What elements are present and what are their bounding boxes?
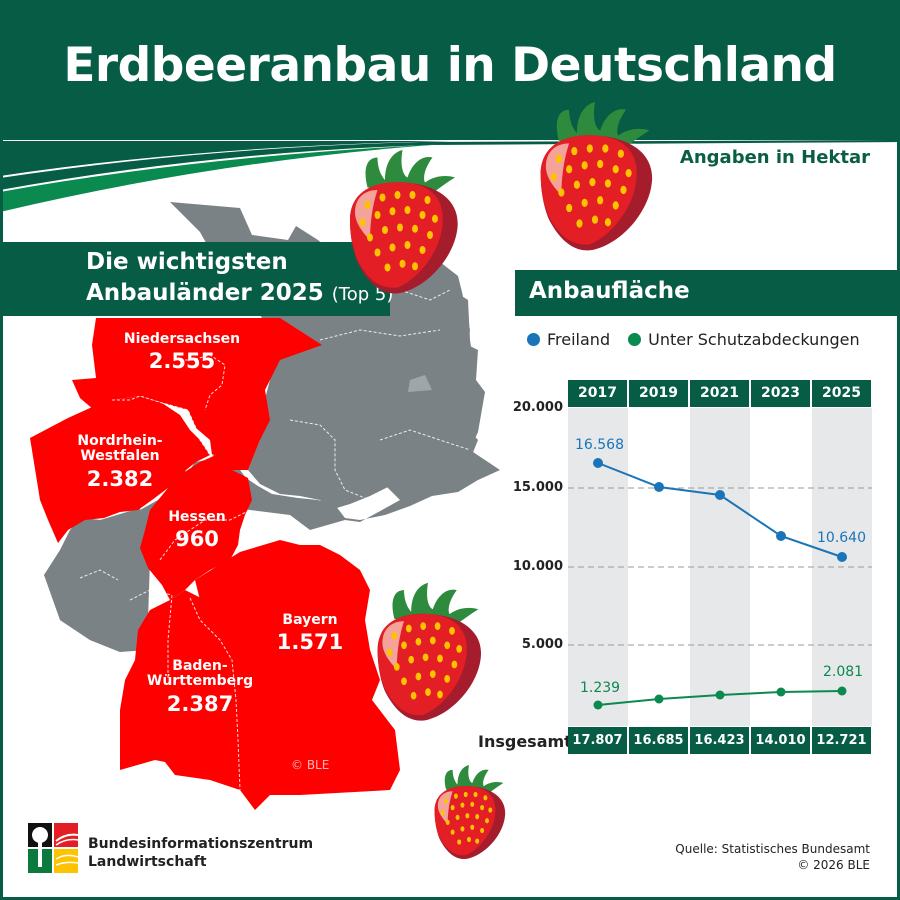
org-name: Bundesinformationszentrum Landwirtschaft <box>88 836 314 870</box>
map-banner: Die wichtigsten Anbauländer 2025 (Top 5) <box>0 242 394 316</box>
year-header: 2017 <box>568 380 627 407</box>
map-banner-suffix: (Top 5) <box>331 284 394 305</box>
legend-dot-icon <box>628 333 642 346</box>
y-tick: 20.000 <box>512 400 563 415</box>
chart-banner: Anbaufläche <box>515 270 900 316</box>
y-tick: 15.000 <box>512 480 563 495</box>
total-cell: 12.721 <box>812 727 871 754</box>
total-cell: 14.010 <box>751 727 810 754</box>
map-bw <box>120 590 242 790</box>
y-tick: 5.000 <box>521 637 563 652</box>
state-baden-wuerttemberg: Baden- Württemberg 2.387 <box>146 658 254 716</box>
state-nordrhein-westfalen: Nordrhein- Westfalen 2.382 <box>77 433 163 491</box>
y-tick: 10.000 <box>512 559 563 574</box>
header-background <box>0 0 900 212</box>
point-label-schutz-2017: 1.239 <box>580 680 621 696</box>
year-header: 2019 <box>629 380 688 407</box>
map-hessen <box>140 455 252 600</box>
legend-dot-icon <box>527 333 540 346</box>
strawberry-icon <box>350 150 458 294</box>
legend-item-schutzabdeckungen: Unter Schutzabdeckungen <box>628 330 860 349</box>
point-label-freiland-2017: 16.568 <box>575 437 624 453</box>
point-label-schutz-2025: 2.081 <box>823 664 864 680</box>
map-banner-line1: Die wichtigsten <box>86 249 288 275</box>
strawberry-icon <box>377 582 482 721</box>
map-banner-line2: Anbauländer 2025 (Top 5) <box>86 280 394 306</box>
map-bayern <box>195 540 400 810</box>
page-title: Erdbeeranbau in Deutschland <box>63 38 837 93</box>
map-nrw <box>30 396 210 543</box>
year-header: 2025 <box>812 380 871 407</box>
chart-title: Anbaufläche <box>529 278 690 304</box>
state-hessen: Hessen 960 <box>168 509 226 552</box>
state-bayern: Bayern 1.571 <box>276 612 344 655</box>
total-cell: 16.423 <box>690 727 749 754</box>
source-note: Quelle: Statistisches Bundesamt © 2026 B… <box>675 842 870 873</box>
year-header: 2021 <box>690 380 749 407</box>
state-niedersachsen: Niedersachsen 2.555 <box>123 331 241 374</box>
total-cell: 17.807 <box>568 727 627 754</box>
ble-logo-icon <box>28 823 78 873</box>
strawberry-icon <box>540 102 653 251</box>
point-label-freiland-2025: 10.640 <box>817 530 866 546</box>
strawberry-icon <box>434 765 506 859</box>
legend-item-freiland: Freiland <box>527 330 610 349</box>
year-header: 2023 <box>751 380 810 407</box>
chart-legend: Freiland Unter Schutzabdeckungen <box>527 330 860 349</box>
total-label: Insgesamt <box>478 732 572 751</box>
unit-note: Angaben in Hektar <box>679 147 870 168</box>
map-niedersachsen <box>72 318 322 470</box>
total-cell: 16.685 <box>629 727 688 754</box>
map-copyright: © BLE <box>291 758 330 772</box>
